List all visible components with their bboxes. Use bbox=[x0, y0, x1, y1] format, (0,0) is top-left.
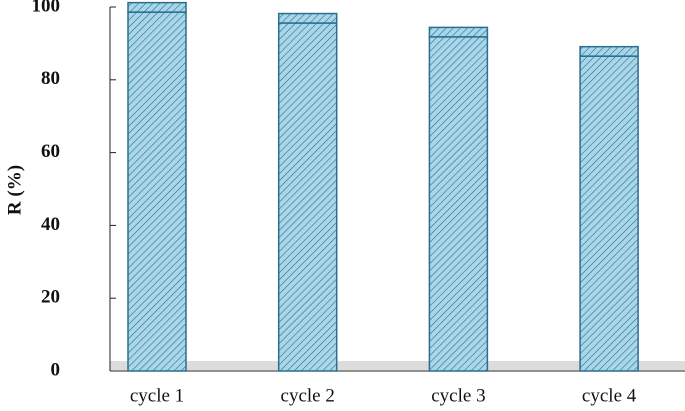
bar bbox=[127, 11, 187, 372]
error-segment bbox=[277, 12, 338, 24]
bar bbox=[428, 36, 489, 372]
bar bbox=[579, 55, 639, 372]
x-tick-label: cycle 1 bbox=[130, 385, 184, 406]
baseline-band bbox=[110, 361, 685, 370]
y-tick-label: 100 bbox=[32, 0, 61, 16]
x-tick-label: cycle 3 bbox=[431, 385, 485, 406]
y-axis-label: R (%) bbox=[4, 165, 25, 215]
error-segment bbox=[428, 26, 489, 38]
error-segment bbox=[127, 1, 187, 13]
x-tick-label: cycle 4 bbox=[582, 385, 637, 406]
y-tick-label: 80 bbox=[41, 68, 60, 89]
y-tick-label: 60 bbox=[41, 141, 60, 162]
error-segment bbox=[579, 45, 639, 57]
y-tick-label: 20 bbox=[41, 287, 60, 308]
y-tick-label: 0 bbox=[51, 359, 61, 380]
y-tick-label: 40 bbox=[41, 214, 60, 235]
bar bbox=[277, 22, 338, 372]
x-tick-label: cycle 2 bbox=[281, 385, 335, 406]
